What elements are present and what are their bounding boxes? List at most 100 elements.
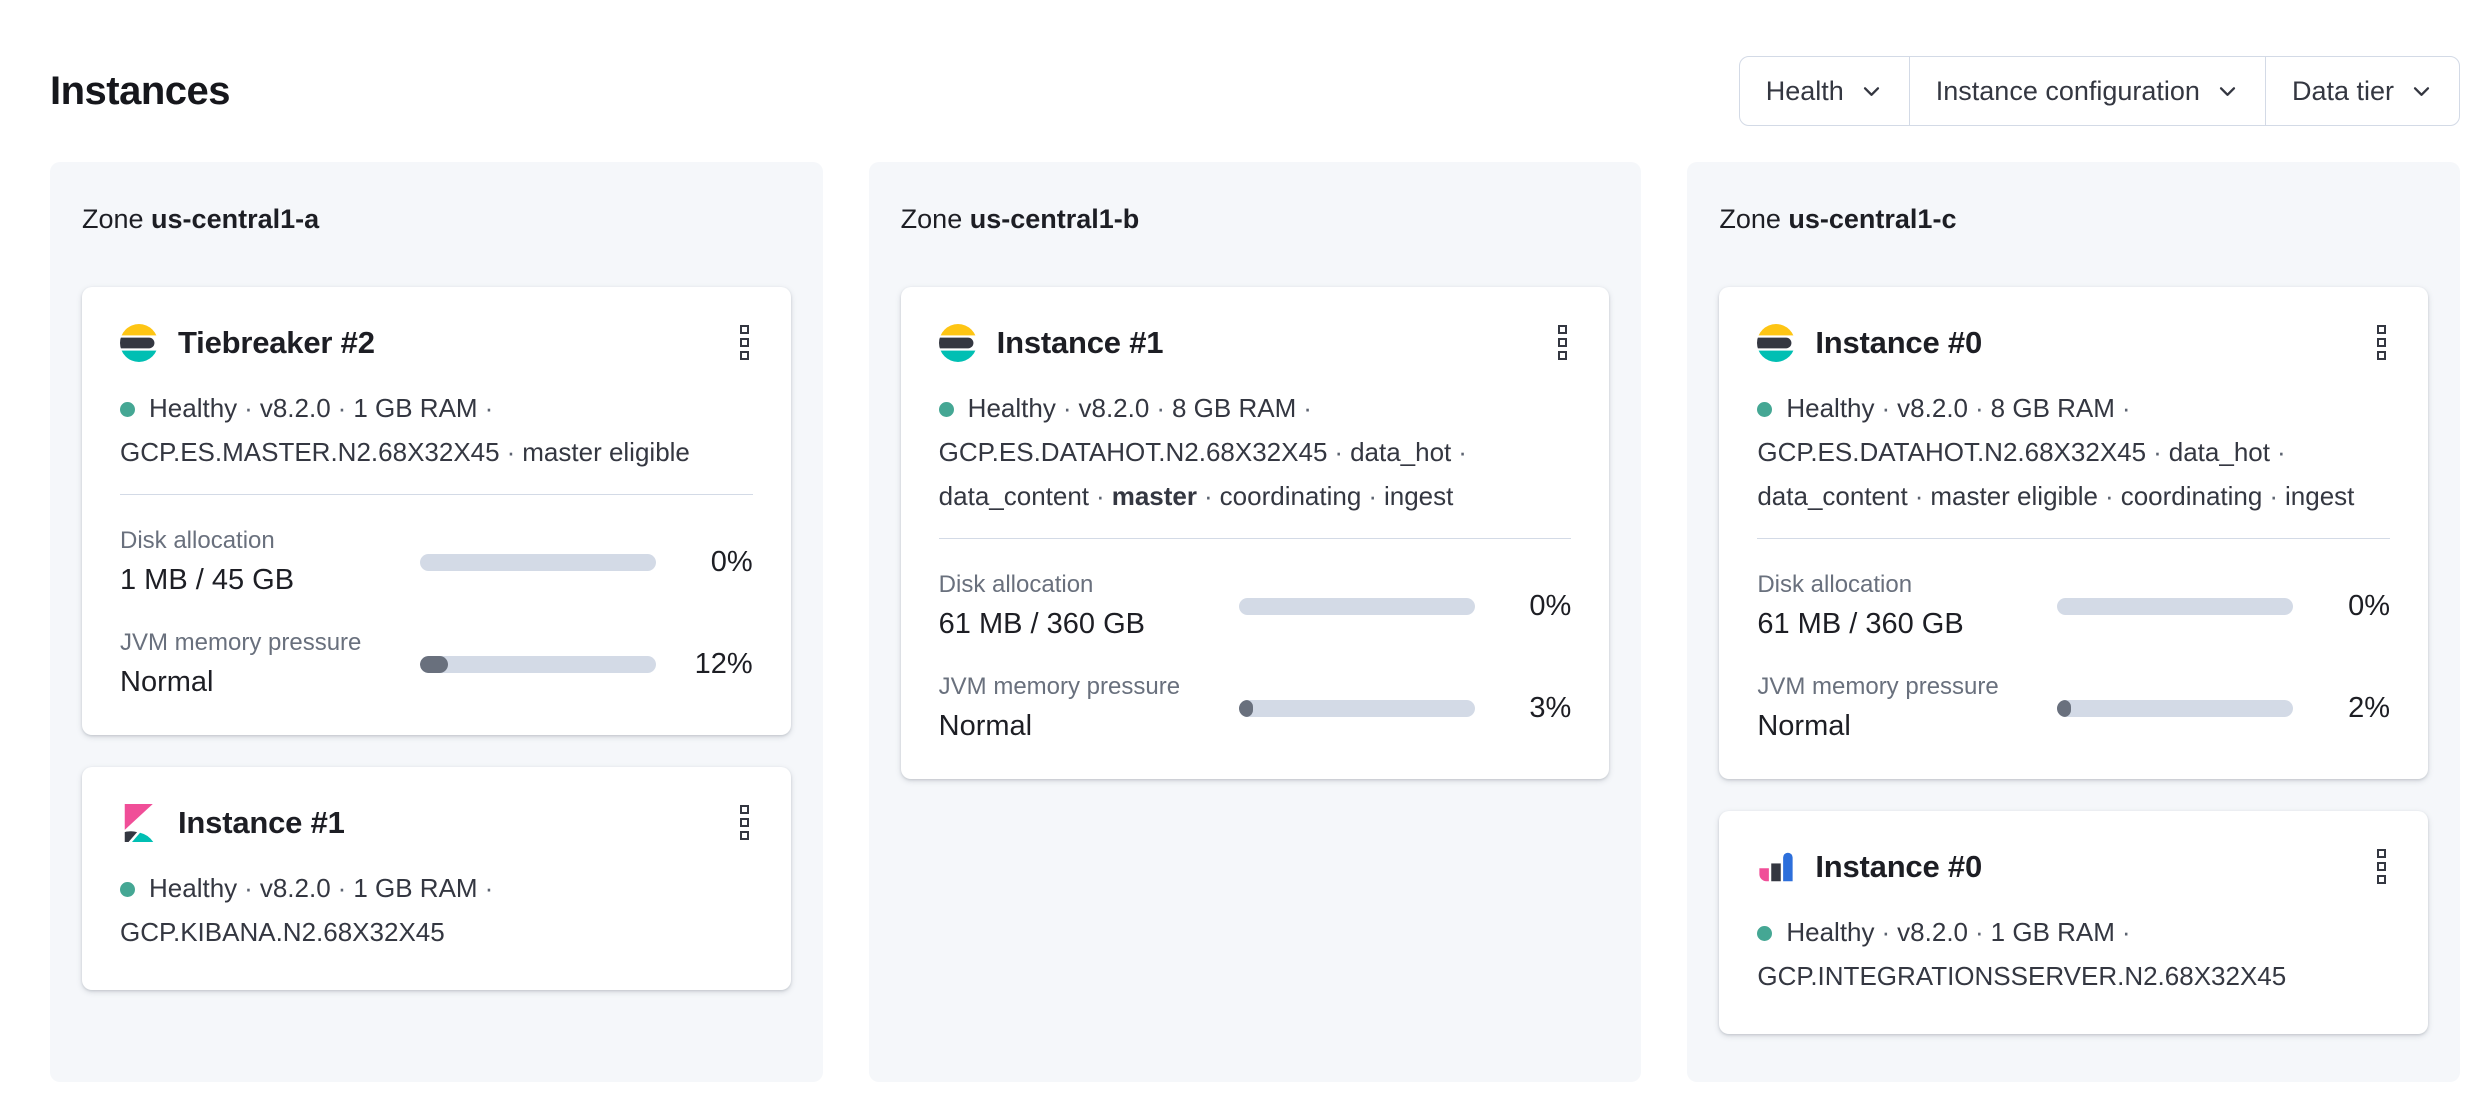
status-separator: · (2121, 393, 2131, 423)
status-item: GCP.INTEGRATIONSSERVER.N2.68X32X45 (1757, 961, 2287, 991)
instance-title: Instance #1 (178, 804, 345, 840)
instance-menu-button[interactable] (736, 801, 753, 844)
health-status-dot (1757, 402, 1773, 417)
status-separator: · (484, 873, 494, 903)
health-status-dot (938, 402, 954, 417)
metric-label: Disk allocation (120, 527, 275, 554)
instance-menu-button[interactable] (2373, 845, 2390, 888)
status-line: data_content · master eligible · coordinatin… (1757, 474, 2390, 518)
status-item: data_content (938, 481, 1090, 511)
metric-info: JVM memory pressure Normal (1757, 673, 2057, 743)
instance-title: Instance #0 (1815, 324, 1983, 360)
boxes-vertical-icon (2377, 847, 2387, 886)
progress-bar (1238, 699, 1475, 717)
instance-menu-button[interactable] (2373, 321, 2390, 364)
status-line: Healthy · v8.2.0 · 1 GB RAM · (120, 866, 753, 910)
card-header: Instance #1 (120, 801, 753, 844)
metric-info: Disk allocation 1 MB / 45 GB (120, 527, 420, 597)
status-item: GCP.ES.MASTER.N2.68X32X45 (120, 437, 500, 467)
status-item: data_hot (1350, 437, 1452, 467)
metric-row: Disk allocation 61 MB / 360 GB 0% (1757, 571, 2390, 641)
filter-button-label: Instance configuration (1935, 75, 2200, 106)
metric-label: Disk allocation (938, 571, 1094, 598)
metric-label: JVM memory pressure (938, 673, 1181, 700)
zone-label-prefix: Zone (1719, 204, 1789, 234)
metric-percent: 2% (2348, 691, 2391, 724)
boxes-vertical-icon (2377, 323, 2387, 362)
status-line: Healthy · v8.2.0 · 8 GB RAM · (938, 386, 1572, 430)
metric-row: JVM memory pressure Normal 3% (939, 673, 1572, 743)
status-item: Healthy (149, 873, 238, 903)
metric-label: Disk allocation (1757, 571, 1913, 598)
status-item: master (1111, 481, 1197, 511)
status-separator: · (1096, 481, 1105, 511)
card-header: Tiebreaker #2 (120, 321, 753, 364)
status-separator: · (1975, 917, 1984, 947)
metric-info: JVM memory pressure Normal (939, 673, 1239, 743)
metric-row: JVM memory pressure Normal 12% (120, 629, 753, 699)
status-item: 1 GB RAM (353, 873, 478, 903)
status-item: 8 GB RAM (1172, 393, 1297, 423)
metric-value: Normal (938, 710, 1033, 742)
status-item: master eligible (1930, 481, 2099, 511)
status-item: 1 GB RAM (353, 393, 478, 423)
status-item: v8.2.0 (259, 393, 331, 423)
zones-container: Zone us-central1-a Tiebreaker #2 Healthy ·… (0, 162, 2490, 1082)
status-separator: · (1156, 393, 1165, 423)
zone-title: Zone us-central1-c (1719, 204, 2428, 235)
status-separator: · (2121, 917, 2131, 947)
progress-bar-fill (420, 655, 449, 673)
elasticsearch-logo-icon (1757, 323, 1796, 362)
status-separator: · (1975, 393, 1984, 423)
zone-panel-us-central1-c: Zone us-central1-c Instance #0 Healthy · v8… (1687, 162, 2461, 1082)
status-separator: · (244, 873, 253, 903)
filter-button-health[interactable]: Health (1740, 57, 1909, 125)
chevron-down-icon (2216, 80, 2239, 103)
instance-title: Instance #1 (996, 324, 1164, 360)
filter-button-label: Health (1765, 75, 1844, 106)
status-item: GCP.ES.DATAHOT.N2.68X32X45 (1757, 437, 2147, 467)
card-divider (1757, 538, 2391, 539)
metric-label: JVM memory pressure (120, 629, 362, 656)
health-status-dot (120, 882, 135, 897)
instance-status: Healthy · v8.2.0 · 1 GB RAM · GCP.INTEGRATIONS… (1757, 910, 2390, 998)
instance-menu-button[interactable] (1554, 321, 1571, 364)
zone-title: Zone us-central1-b (901, 204, 1610, 235)
status-line: Healthy · v8.2.0 · 1 GB RAM · (1757, 910, 2390, 954)
status-separator: · (2153, 437, 2162, 467)
instance-menu-button[interactable] (736, 321, 753, 364)
status-item: ingest (2285, 481, 2355, 511)
filter-button-data-tier[interactable]: Data tier (2264, 57, 2459, 125)
instance-card: Tiebreaker #2 Healthy · v8.2.0 · 1 GB RAM · GCP… (82, 287, 791, 735)
status-separator: · (1881, 393, 1891, 423)
status-separator: · (506, 437, 516, 467)
metric-info: Disk allocation 61 MB / 360 GB (939, 571, 1239, 641)
status-item: master eligible (522, 437, 690, 467)
status-item: v8.2.0 (1897, 917, 1968, 947)
health-status-dot (120, 402, 135, 417)
filter-button-instance-configuration[interactable]: Instance configuration (1908, 57, 2265, 125)
integrations-server-logo-icon (1757, 848, 1795, 886)
metric-info: Disk allocation 61 MB / 360 GB (1757, 571, 2057, 641)
filter-button-label: Data tier (2291, 75, 2394, 106)
status-separator: · (337, 393, 347, 423)
metric-value: Normal (120, 666, 214, 698)
status-line: GCP.INTEGRATIONSSERVER.N2.68X32X45 (1757, 954, 2390, 998)
health-status-dot (1757, 926, 1773, 941)
card-header: Instance #0 (1757, 321, 2390, 364)
progress-bar (420, 553, 656, 571)
instance-status: Healthy · v8.2.0 · 8 GB RAM · GCP.ES.DATAHOT.N… (1757, 386, 2390, 518)
status-item: data_hot (2168, 437, 2270, 467)
boxes-vertical-icon (739, 323, 749, 362)
metric-info: JVM memory pressure Normal (120, 629, 420, 699)
chevron-down-icon (2410, 80, 2433, 103)
status-item: coordinating (2120, 481, 2263, 511)
progress-bar-fill (2057, 699, 2072, 717)
metric-percent: 0% (1529, 589, 1572, 622)
metric-percent: 0% (2348, 589, 2391, 622)
status-item: GCP.KIBANA.N2.68X32X45 (120, 917, 445, 947)
card-divider (938, 538, 1572, 539)
metric-row: Disk allocation 1 MB / 45 GB 0% (120, 527, 753, 597)
boxes-vertical-icon (739, 803, 749, 842)
progress-bar (1238, 597, 1475, 615)
